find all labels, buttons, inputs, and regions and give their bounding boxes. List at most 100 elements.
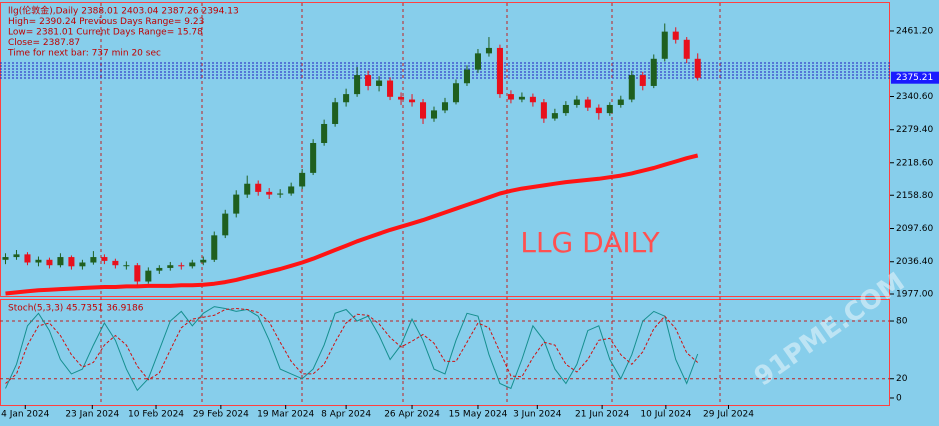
candle-body (354, 75, 361, 95)
candle-body (332, 102, 339, 124)
candle-body (694, 58, 701, 78)
y-tick-label: 2461.20 (896, 26, 933, 36)
candle-body (628, 75, 635, 100)
candle-body (606, 104, 613, 114)
x-tick-label: 26 Apr 2024 (384, 410, 440, 420)
candle-body (57, 257, 64, 266)
candle-body (420, 102, 427, 119)
candle-body (2, 257, 9, 260)
candle-body (584, 99, 591, 108)
candle-body (463, 69, 470, 84)
candle-body (255, 183, 262, 192)
candle-body (167, 265, 174, 268)
candle-body (79, 262, 86, 267)
candle-body (244, 183, 251, 195)
candle-body (595, 107, 602, 114)
x-tick-label: 19 Mar 2024 (257, 410, 314, 420)
candle-body (35, 259, 42, 263)
y-tick-label: 2340.60 (896, 92, 933, 102)
candle-body (123, 265, 130, 267)
candle-body (189, 262, 196, 267)
candle-body (672, 31, 679, 40)
level-band (0, 62, 890, 79)
candle-body (178, 265, 185, 267)
candle-body (233, 194, 240, 214)
price-box (891, 71, 939, 84)
candle-body (540, 102, 547, 119)
x-tick-label: 4 Jan 2024 (1, 410, 49, 420)
candle-body (430, 110, 438, 119)
candle-body (474, 53, 481, 70)
x-tick-label: 29 Jul 2024 (703, 410, 754, 420)
watermark: LLG DAILY (520, 226, 660, 259)
candle-body (288, 186, 295, 194)
candle-body (90, 257, 97, 263)
candle-body (562, 104, 569, 114)
candle-body (650, 58, 657, 86)
candle-body (551, 113, 558, 119)
candle-body (507, 94, 514, 100)
stoch-title: Stoch(5,3,3) 45.7351 36.9186 (8, 304, 144, 314)
candle-body (496, 47, 503, 95)
y-tick-label: 2097.60 (896, 224, 933, 234)
candle-body (211, 235, 218, 260)
moving-average (5, 153, 699, 296)
stoch-line (5, 307, 699, 384)
candle-body (409, 99, 416, 103)
candle-body (387, 80, 394, 97)
candle-body (310, 142, 317, 173)
candle-body (485, 47, 492, 54)
candle-body (529, 96, 536, 103)
candle-body (145, 270, 152, 282)
x-tick-label: 21 Jun 2024 (575, 410, 629, 420)
x-tick-label: 8 Apr 2024 (321, 410, 371, 420)
candle-body (46, 259, 53, 266)
info-line: llg(伦敦金),Daily 2388.01 2403.04 2387.26 2… (8, 5, 239, 17)
y-tick-label: 1977.00 (896, 290, 933, 300)
candle-body (518, 96, 525, 100)
candle-body (68, 257, 75, 267)
candle-body (441, 102, 449, 111)
y-tick-label: 80 (896, 317, 908, 327)
info-line: Close= 2387.87 (8, 38, 80, 48)
stoch-line (5, 306, 699, 392)
x-tick-label: 23 Jan 2024 (65, 410, 119, 420)
y-tick-label: 2218.60 (896, 158, 933, 168)
candle-body (200, 259, 207, 263)
candle-body (343, 94, 350, 103)
info-line: Low= 2381.01 Current Days Range= 15.78 (8, 28, 203, 38)
price-label: 2375.21 (896, 73, 933, 83)
stoch-panel (0, 299, 890, 406)
candle-body (13, 254, 20, 258)
info-line: High= 2390.24 Previous Days Range= 9.23 (8, 17, 204, 27)
x-tick-label: 3 Jun 2024 (513, 410, 562, 420)
candle-body (101, 257, 108, 261)
price-panel (0, 2, 890, 297)
candle-body (452, 83, 460, 103)
x-tick-label: 29 Feb 2024 (193, 410, 249, 420)
candle-body (134, 265, 141, 282)
candle-body (24, 254, 31, 263)
candle-body (299, 172, 306, 187)
x-tick-label: 15 May 2024 (449, 410, 508, 420)
y-tick-label: 2279.40 (896, 125, 933, 135)
x-tick-label: 10 Jul 2024 (640, 410, 691, 420)
candle-body (376, 80, 383, 86)
candle-body (573, 99, 580, 105)
x-tick-label: 10 Feb 2024 (128, 410, 184, 420)
candle-body (617, 99, 624, 105)
candle-body (222, 213, 229, 236)
candle-body (277, 193, 284, 195)
y-tick-label: 20 (896, 374, 908, 384)
info-line: Time for next bar: 737 min 20 sec (7, 49, 161, 59)
candle-body (156, 267, 163, 271)
candle-body (683, 39, 690, 59)
candle-body (365, 75, 372, 86)
candle-body (639, 75, 646, 86)
candle-body (661, 31, 668, 59)
candle-body (112, 260, 119, 266)
month-grid (100, 3, 721, 405)
y-tick-label: 0 (896, 393, 902, 403)
candle-body (266, 191, 273, 195)
